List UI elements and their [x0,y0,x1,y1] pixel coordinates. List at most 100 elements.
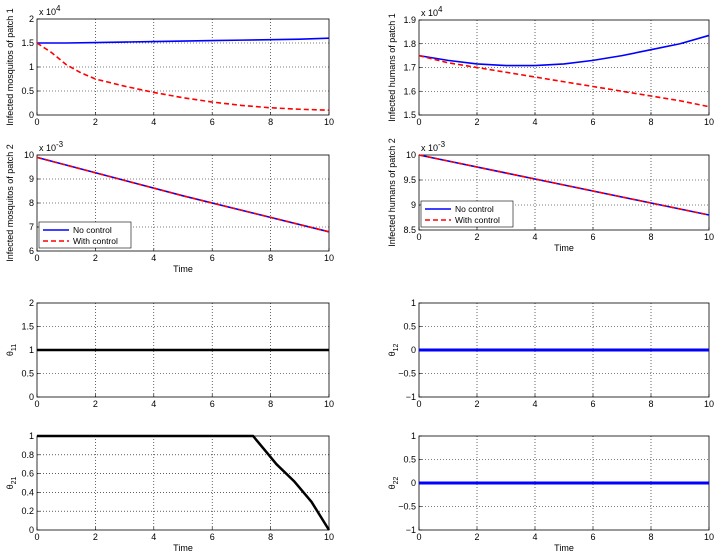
x-tick-label: 4 [532,117,537,127]
y-axis-label: θ11 [5,344,18,356]
y-tick-label: 0.5 [21,86,34,96]
x-tick-label: 8 [648,399,653,409]
series-line-1 [37,37,330,44]
y-axis-label: θ22 [387,476,400,489]
x-tick-label: 10 [324,253,334,263]
y-axis-label: Infected humans of patch 2 [387,138,397,247]
x-tick-label: 2 [93,399,98,409]
y-tick-label: 1.5 [403,110,416,120]
y-tick-label: 0.4 [21,487,34,497]
plot-area [36,435,330,531]
x-tick-label: 0 [34,117,39,127]
x-axis-label: Time [554,543,574,553]
x-tick-label: 6 [590,532,595,542]
x-tick-label: 2 [474,399,479,409]
x-tick-label: 2 [93,117,98,127]
x-tick-label: 10 [704,232,714,242]
y-tick-label: 1 [29,345,34,355]
x-tick-label: 10 [704,399,714,409]
x-tick-label: 6 [590,117,595,127]
x-tick-label: 0 [34,399,39,409]
y-tick-label: 1 [29,431,34,441]
y-tick-label: 1 [29,62,34,72]
x-tick-label: 10 [704,117,714,127]
chart-panel-1: 0 2 4 6 8 10 0 0.5 1 1.5 2 x 104 Infected mosquitos … [5,4,334,127]
legend-box [420,200,514,228]
y-tick-label: 0.5 [21,369,34,379]
x-tick-label: 2 [474,117,479,127]
y-tick-label: 10 [406,150,416,160]
x-tick-label: 0 [34,253,39,263]
x-tick-label: 4 [532,399,537,409]
x-tick-label: 8 [648,532,653,542]
legend-entry: No control [73,225,112,235]
y-tick-label: 1.9 [403,15,416,25]
y-axis-label: Infected mosquitos of patch 2 [5,144,15,262]
x-tick-label: 4 [151,117,156,127]
x-axis-label: Time [173,543,193,553]
x-axis-label: Time [554,243,574,253]
x-tick-label: 4 [151,399,156,409]
y-tick-label: 1.5 [21,322,34,332]
y-tick-label: −1 [406,392,416,402]
y-tick-label: 0.5 [403,455,416,465]
x-tick-label: 8 [268,399,273,409]
y-tick-label: 0 [29,392,34,402]
axis-exponent: x 10-3 [39,140,64,153]
y-tick-label: 10 [24,150,34,160]
y-tick-label: 2 [29,14,34,24]
x-tick-label: 8 [268,117,273,127]
x-tick-label: 0 [34,532,39,542]
legend-box [38,221,132,249]
y-tick-label: 8.5 [403,225,416,235]
legend-entry: With control [73,236,118,246]
axis-exponent: x 104 [421,5,443,18]
x-tick-label: 0 [416,232,421,242]
x-tick-label: 6 [210,253,215,263]
x-tick-label: 8 [648,232,653,242]
x-tick-label: 4 [532,232,537,242]
x-tick-label: 10 [324,117,334,127]
x-tick-label: 2 [93,532,98,542]
chart-panel-6: 0 2 4 6 8 10 −1 −0.5 0 0.5 1 θ12 [387,298,714,409]
y-tick-label: 1 [411,431,416,441]
y-tick-label: 0 [411,345,416,355]
y-axis-label: Infected humans of patch 1 [387,13,397,122]
series-line-1 [37,434,331,531]
y-tick-label: 6 [29,246,34,256]
x-tick-label: 10 [324,532,334,542]
x-axis-label: Time [173,264,193,274]
chart-panel-8: 0 2 4 6 8 10 −1 −0.5 0 0.5 1 θ22 Time [387,431,714,553]
plot-area [36,18,330,116]
y-axis-label: θ12 [387,343,400,356]
x-tick-label: 8 [648,117,653,127]
axis-exponent: x 10-3 [421,140,446,153]
series-line-2 [36,42,330,111]
y-tick-label: 2 [29,298,34,308]
x-tick-label: 4 [151,253,156,263]
x-tick-label: 2 [474,532,479,542]
y-tick-label: 7 [29,222,34,232]
y-tick-label: 9.5 [403,175,416,185]
legend-entry: No control [455,204,494,214]
x-tick-label: 0 [416,117,421,127]
y-tick-label: −1 [406,525,416,535]
x-tick-label: 10 [324,399,334,409]
x-tick-label: 2 [474,232,479,242]
y-tick-label: 9 [411,200,416,210]
x-tick-label: 6 [590,399,595,409]
x-tick-label: 6 [210,399,215,409]
x-tick-label: 0 [416,399,421,409]
x-tick-label: 0 [416,532,421,542]
y-tick-label: 9 [29,174,34,184]
y-tick-label: 1.7 [403,63,416,73]
x-tick-label: 8 [268,532,273,542]
y-tick-label: 1.5 [21,38,34,48]
chart-panel-3: 0 2 4 6 8 10 6 7 8 9 10 x 10-3 Infected mosquitos of… [5,140,334,274]
y-tick-label: −0.5 [398,502,416,512]
x-tick-label: 10 [704,532,714,542]
y-tick-label: 0.5 [403,322,416,332]
